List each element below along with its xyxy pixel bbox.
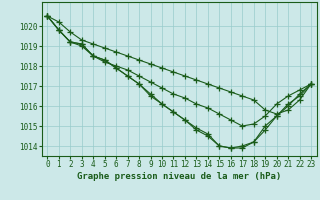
X-axis label: Graphe pression niveau de la mer (hPa): Graphe pression niveau de la mer (hPa)	[77, 172, 281, 181]
